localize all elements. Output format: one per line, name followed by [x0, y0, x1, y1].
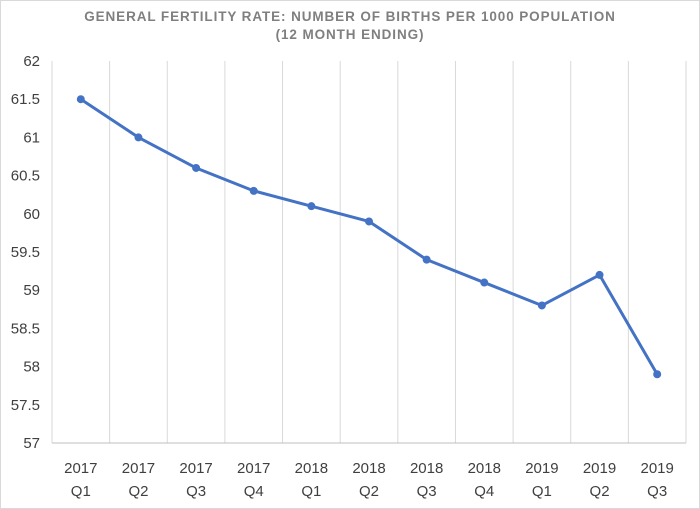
chart-subtitle: (12 MONTH ENDING) — [275, 27, 425, 42]
x-tick-label-year: 2017 — [122, 460, 155, 477]
x-tick-label-year: 2019 — [525, 460, 558, 477]
data-point — [365, 217, 373, 226]
y-tick-label: 60.5 — [11, 168, 40, 185]
data-point — [307, 202, 316, 211]
x-tick-label-quarter: Q2 — [590, 483, 610, 500]
x-tick-label-quarter: Q4 — [474, 483, 494, 500]
data-point — [76, 95, 85, 104]
chart-title: GENERAL FERTILITY RATE: NUMBER OF BIRTHS… — [0, 8, 700, 44]
data-point — [595, 270, 604, 279]
x-tick-label-year: 2019 — [640, 460, 673, 477]
y-tick-label: 59 — [23, 282, 40, 299]
x-tick-label-quarter: Q1 — [301, 483, 321, 500]
x-tick-label-quarter: Q3 — [417, 483, 437, 500]
x-tick-label-year: 2018 — [295, 460, 328, 477]
data-point — [249, 186, 258, 195]
y-tick-label: 59.5 — [11, 244, 40, 261]
y-tick-label: 62 — [23, 53, 40, 70]
x-tick-label-year: 2018 — [468, 460, 501, 477]
y-tick-label: 60 — [23, 206, 40, 223]
x-tick-label-year: 2017 — [64, 460, 97, 477]
x-tick-label-year: 2017 — [237, 460, 270, 477]
x-tick-label-quarter: Q1 — [532, 483, 552, 500]
x-tick-label-quarter: Q3 — [647, 483, 667, 500]
x-tick-label-quarter: Q1 — [71, 483, 91, 500]
data-point — [134, 133, 143, 142]
x-tick-label-year: 2018 — [410, 460, 443, 477]
x-tick-label-quarter: Q4 — [244, 483, 264, 500]
x-tick-label-quarter: Q2 — [128, 483, 148, 500]
y-tick-label: 58 — [23, 359, 40, 376]
data-point — [192, 163, 201, 172]
data-point — [537, 301, 546, 310]
y-tick-label: 61 — [23, 129, 40, 146]
y-tick-label: 61.5 — [11, 91, 40, 108]
data-point — [422, 255, 431, 264]
x-tick-label-quarter: Q3 — [186, 483, 206, 500]
data-point — [480, 278, 489, 287]
data-point — [653, 370, 662, 379]
y-tick-label: 57.5 — [11, 397, 40, 414]
x-tick-label-quarter: Q2 — [359, 483, 379, 500]
x-tick-label-year: 2018 — [352, 460, 385, 477]
y-tick-label: 57 — [23, 435, 40, 452]
x-tick-label-year: 2019 — [583, 460, 616, 477]
chart-title-line1: GENERAL FERTILITY RATE: NUMBER OF BIRTHS… — [84, 9, 616, 24]
y-tick-label: 58.5 — [11, 320, 40, 337]
x-tick-label-year: 2017 — [179, 460, 212, 477]
